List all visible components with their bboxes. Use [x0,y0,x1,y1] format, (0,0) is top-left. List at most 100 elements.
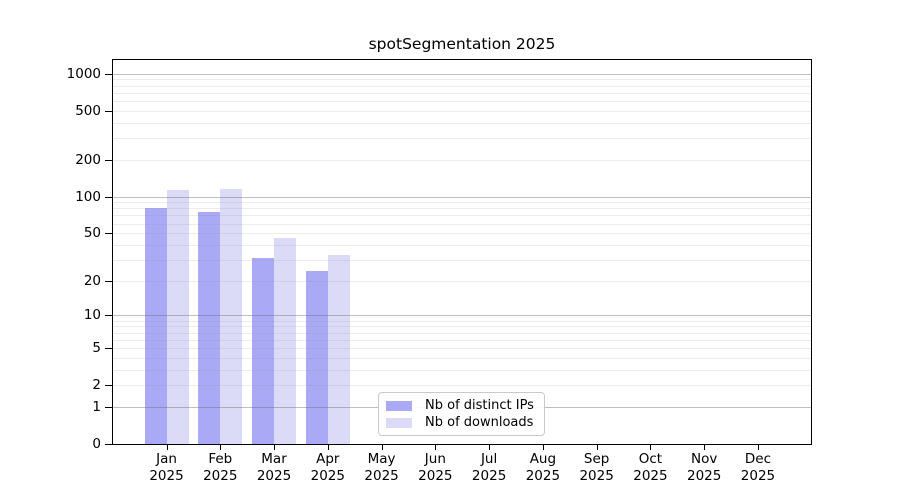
x-tick-label: Apr 2025 [300,451,356,485]
x-tick-month: Jul [480,451,498,467]
x-tick-year: 2025 [364,468,399,484]
y-tick-mark [105,110,112,112]
chart-title: spotSegmentation 2025 [368,35,556,53]
gridline-minor [113,233,811,235]
gridline-minor [113,92,811,94]
gridline-minor [113,79,811,81]
gridline-minor [113,215,811,217]
gridline-major [113,315,811,317]
y-tick-mark [105,385,112,387]
legend-swatch [386,401,412,411]
legend: Nb of distinct IPs Nb of downloads [378,392,545,436]
gridline-minor [113,339,811,341]
x-tick-mark [542,445,544,450]
x-tick-month: Aug [529,451,557,467]
x-tick-mark [489,445,491,450]
gridline-minor [113,208,811,210]
x-tick-month: May [367,451,396,467]
y-tick-label: 1000 [66,65,101,82]
y-tick-label: 2 [92,377,101,394]
x-tick-month: Sep [583,451,610,467]
gridline-minor [113,159,811,161]
bar-distinct-ips-jan [144,208,167,444]
x-tick-label: Dec 2025 [730,451,786,485]
x-tick-year: 2025 [256,468,292,484]
x-tick-mark [381,445,383,450]
x-tick-mark [274,445,276,450]
gridline-minor [113,347,811,349]
bar-distinct-ips-mar [252,258,275,444]
x-tick-mark [650,445,652,450]
x-tick-month: Feb [208,451,233,467]
x-tick-mark [166,445,168,450]
x-tick-month: Nov [691,451,718,467]
x-tick-mark [435,445,437,450]
x-tick-label: Jan 2025 [139,451,195,485]
gridline-minor [113,326,811,328]
x-tick-year: 2025 [418,468,453,484]
y-tick-mark [105,444,112,445]
legend-item: Nb of downloads [386,415,538,431]
y-tick-label: 5 [92,339,101,356]
x-tick-year: 2025 [203,468,238,484]
y-tick-label: 200 [75,151,101,168]
legend-label: Nb of distinct IPs [425,398,534,413]
y-tick-mark [105,406,112,408]
x-tick-label: Jun 2025 [407,451,463,485]
legend-item: Nb of distinct IPs [386,398,538,414]
legend-label: Nb of downloads [425,415,534,430]
gridline-minor [113,202,811,204]
y-tick-label: 500 [75,102,101,119]
gridline-minor [113,244,811,246]
gridline-minor [113,385,811,387]
gridline-major [113,73,811,75]
gridline-minor [113,280,811,282]
gridline-minor [113,85,811,87]
y-tick-label: 0 [92,436,101,452]
y-tick-label: 1 [92,398,101,415]
y-tick-mark [105,73,112,75]
x-tick-label: Jul 2025 [461,451,517,485]
x-tick-year: 2025 [740,468,776,484]
x-tick-label: May 2025 [354,451,410,485]
y-tick-mark [105,159,112,161]
x-tick-month: Oct [638,451,663,467]
gridline-minor [113,320,811,322]
x-tick-month: Apr [316,451,340,467]
gridline-major [113,196,811,198]
x-tick-label: Feb 2025 [192,451,248,485]
gridline-minor [113,100,811,102]
gridline-minor [113,122,811,124]
y-tick-mark [105,347,112,349]
y-tick-label: 20 [83,272,101,289]
y-tick-label: 10 [83,307,101,324]
x-tick-mark [757,445,759,450]
bar-downloads-apr [327,254,350,444]
x-tick-month: Mar [261,451,287,467]
x-tick-month: Jan [156,451,177,467]
y-tick-mark [105,196,112,198]
x-tick-mark [704,445,706,450]
x-tick-label: Nov 2025 [676,451,732,485]
bar-distinct-ips-apr [305,271,328,444]
x-tick-month: Dec [744,451,772,467]
gridline-minor [113,137,811,139]
x-tick-label: Aug 2025 [515,451,571,485]
gridline-minor [113,110,811,112]
bar-downloads-mar [274,237,297,444]
y-tick-mark [105,315,112,317]
x-tick-year: 2025 [633,468,668,484]
plot-inner [113,60,811,444]
y-tick-mark [105,233,112,235]
x-tick-label: Mar 2025 [246,451,302,485]
x-tick-year: 2025 [310,468,345,484]
gridline-minor [113,332,811,334]
x-tick-mark [327,445,329,450]
gridline-minor [113,369,811,371]
gridline-minor [113,259,811,261]
gridline-minor [113,357,811,359]
x-tick-label: Sep 2025 [569,451,625,485]
y-tick-label: 50 [83,225,101,242]
y-tick-label: 100 [75,188,101,205]
legend-swatch [386,418,412,428]
